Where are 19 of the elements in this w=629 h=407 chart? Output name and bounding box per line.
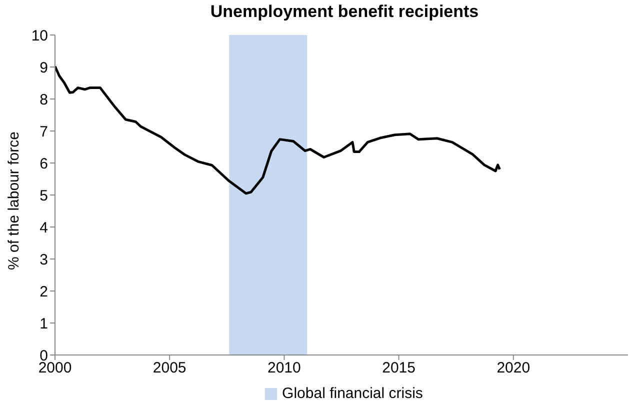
y-tick-label: 4 bbox=[40, 219, 48, 236]
y-tick-label: 2 bbox=[40, 283, 48, 300]
y-tick-label: 9 bbox=[40, 59, 48, 76]
y-tick-label: 7 bbox=[40, 123, 48, 140]
x-tick-label: 2000 bbox=[38, 360, 72, 377]
line-series bbox=[55, 65, 501, 195]
y-tick-label: 5 bbox=[40, 187, 48, 204]
y-tick-label: 3 bbox=[40, 251, 48, 268]
x-tick-label: 2005 bbox=[152, 360, 186, 377]
y-tick-label: 10 bbox=[31, 27, 48, 44]
y-tick-label: 1 bbox=[40, 315, 48, 332]
x-tick-label: 2015 bbox=[382, 360, 416, 377]
x-tick-label: 2010 bbox=[268, 360, 301, 377]
chart-title: Unemployment benefit recipients bbox=[209, 2, 480, 22]
x-tick-label: 2020 bbox=[496, 360, 530, 377]
y-tick-label: 8 bbox=[40, 91, 48, 108]
y-tick-label: 6 bbox=[40, 155, 48, 172]
legend-label: Global financial crisis bbox=[281, 385, 423, 402]
y-axis-title: % of the labour force bbox=[5, 132, 22, 270]
